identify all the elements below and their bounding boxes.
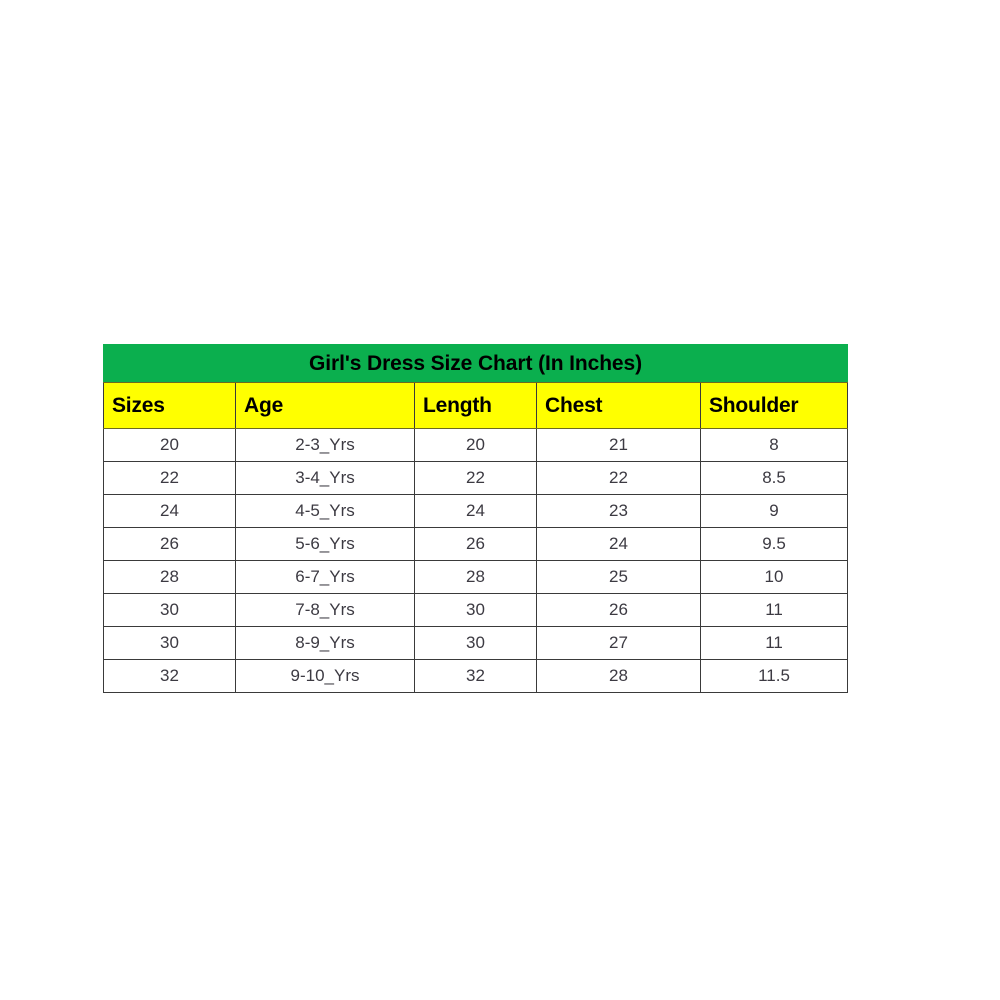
table-row: 24 4-5_Yrs 24 23 9 — [103, 494, 849, 528]
cell-age: 5-6_Yrs — [235, 527, 415, 561]
table-row: 30 8-9_Yrs 30 27 11 — [103, 626, 849, 660]
chart-title-row: Girl's Dress Size Chart (In Inches) — [102, 344, 849, 383]
column-header-row: Sizes Age Length Chest Shoulder — [103, 382, 849, 429]
cell-length: 32 — [414, 659, 537, 693]
column-header-length: Length — [414, 382, 537, 429]
cell-chest: 21 — [536, 428, 701, 462]
size-chart-body: 20 2-3_Yrs 20 21 8 22 3-4_Yrs 22 22 8.5 … — [103, 428, 849, 693]
cell-shoulder: 8 — [699, 428, 849, 462]
cell-shoulder: 8.5 — [699, 461, 849, 495]
cell-chest: 27 — [536, 626, 701, 660]
cell-age: 7-8_Yrs — [235, 593, 415, 627]
cell-age: 8-9_Yrs — [235, 626, 415, 660]
cell-chest: 26 — [536, 593, 701, 627]
cell-age: 6-7_Yrs — [235, 560, 415, 594]
cell-length: 28 — [414, 560, 537, 594]
size-chart-table: Girl's Dress Size Chart (In Inches) Size… — [102, 344, 849, 693]
cell-chest: 22 — [536, 461, 701, 495]
cell-shoulder: 9 — [699, 494, 849, 528]
cell-shoulder: 11 — [699, 626, 849, 660]
cell-chest: 28 — [536, 659, 701, 693]
table-row: 28 6-7_Yrs 28 25 10 — [103, 560, 849, 594]
cell-age: 2-3_Yrs — [235, 428, 415, 462]
table-row: 26 5-6_Yrs 26 24 9.5 — [103, 527, 849, 561]
cell-sizes: 24 — [103, 494, 236, 528]
cell-length: 30 — [414, 593, 537, 627]
cell-sizes: 32 — [103, 659, 236, 693]
cell-sizes: 28 — [103, 560, 236, 594]
cell-length: 24 — [414, 494, 537, 528]
cell-shoulder: 9.5 — [699, 527, 849, 561]
cell-length: 26 — [414, 527, 537, 561]
cell-shoulder: 10 — [699, 560, 849, 594]
cell-chest: 25 — [536, 560, 701, 594]
cell-age: 9-10_Yrs — [235, 659, 415, 693]
cell-sizes: 30 — [103, 626, 236, 660]
table-row: 30 7-8_Yrs 30 26 11 — [103, 593, 849, 627]
cell-age: 4-5_Yrs — [235, 494, 415, 528]
table-row: 32 9-10_Yrs 32 28 11.5 — [103, 659, 849, 693]
cell-sizes: 30 — [103, 593, 236, 627]
cell-sizes: 26 — [103, 527, 236, 561]
cell-age: 3-4_Yrs — [235, 461, 415, 495]
table-row: 22 3-4_Yrs 22 22 8.5 — [103, 461, 849, 495]
cell-chest: 24 — [536, 527, 701, 561]
column-header-age: Age — [235, 382, 415, 429]
cell-chest: 23 — [536, 494, 701, 528]
column-header-sizes: Sizes — [103, 382, 236, 429]
cell-length: 30 — [414, 626, 537, 660]
column-header-chest: Chest — [536, 382, 701, 429]
size-chart-container: Girl's Dress Size Chart (In Inches) Size… — [102, 344, 849, 693]
cell-length: 20 — [414, 428, 537, 462]
cell-shoulder: 11.5 — [699, 659, 849, 693]
cell-sizes: 22 — [103, 461, 236, 495]
cell-sizes: 20 — [103, 428, 236, 462]
chart-title: Girl's Dress Size Chart (In Inches) — [102, 344, 849, 383]
cell-shoulder: 11 — [699, 593, 849, 627]
table-row: 20 2-3_Yrs 20 21 8 — [103, 428, 849, 462]
column-header-shoulder: Shoulder — [699, 382, 849, 429]
cell-length: 22 — [414, 461, 537, 495]
